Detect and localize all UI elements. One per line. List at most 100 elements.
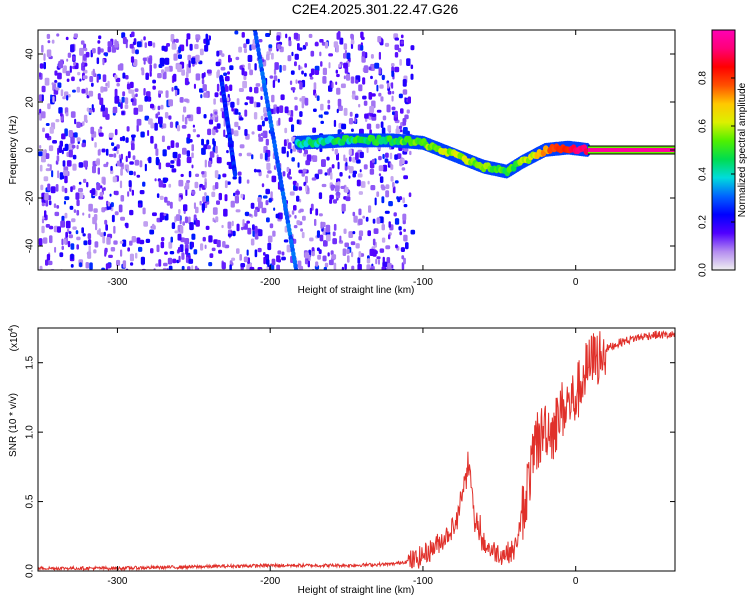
noise-cell: [193, 214, 197, 221]
noise-cell: [134, 159, 140, 166]
noise-cell: [363, 100, 368, 106]
noise-cell: [238, 112, 241, 116]
noise-cell: [366, 264, 371, 270]
noise-cell: [314, 93, 317, 98]
noise-cell: [331, 164, 335, 169]
noise-cell: [127, 247, 130, 252]
noise-cell: [302, 215, 306, 221]
noise-cell: [43, 61, 46, 70]
noise-cell: [114, 190, 119, 196]
noise-cell: [355, 152, 359, 161]
noise-cell: [271, 94, 275, 103]
noise-cell: [92, 107, 95, 113]
noise-cell: [186, 156, 192, 164]
noise-cell: [181, 265, 185, 270]
noise-cell: [103, 177, 106, 185]
noise-cell: [355, 79, 359, 84]
noise-cell: [400, 247, 405, 252]
noise-cell: [352, 90, 356, 95]
noise-cell: [122, 72, 126, 79]
noise-cell: [388, 201, 393, 207]
noise-cell: [406, 58, 411, 66]
noise-cell: [191, 233, 196, 240]
noise-cell: [354, 113, 359, 118]
noise-cell: [293, 225, 298, 229]
noise-cell: [277, 78, 280, 83]
noise-cell: [286, 166, 290, 173]
noise-cell: [114, 74, 118, 80]
noise-cell: [170, 140, 175, 148]
noise-cell: [54, 211, 60, 217]
noise-cell: [301, 96, 306, 104]
noise-cell: [276, 35, 281, 41]
noise-cell: [55, 87, 60, 91]
noise-cell: [184, 238, 190, 245]
noise-cell: [266, 174, 269, 179]
noise-cell: [402, 118, 407, 126]
noise-cell: [171, 43, 177, 50]
noise-cell: [41, 155, 46, 163]
noise-cell: [124, 104, 129, 109]
noise-cell: [138, 203, 142, 208]
noise-cell: [105, 267, 108, 270]
noise-cell: [138, 246, 143, 252]
noise-cell: [209, 253, 214, 258]
noise-cell: [164, 196, 168, 203]
noise-cell: [305, 184, 308, 192]
faint-steep-line: [219, 74, 238, 178]
noise-cell: [290, 87, 296, 91]
noise-cell: [392, 181, 395, 188]
noise-cell: [111, 214, 115, 223]
noise-cell: [139, 239, 145, 245]
noise-cell: [258, 137, 264, 142]
noise-cell: [320, 103, 324, 111]
noise-cell: [41, 225, 45, 234]
noise-cell: [328, 53, 333, 57]
noise-cell: [152, 85, 156, 90]
noise-cell: [107, 80, 110, 88]
noise-cell: [63, 200, 66, 205]
noise-cell: [181, 125, 187, 129]
noise-cell: [364, 113, 369, 119]
noise-cell: [358, 103, 361, 108]
noise-cell: [71, 144, 76, 149]
noise-cell: [366, 123, 372, 130]
noise-cell: [361, 51, 366, 57]
noise-cell: [167, 257, 173, 265]
noise-cell: [148, 156, 152, 164]
noise-cell: [358, 230, 364, 237]
noise-cell: [380, 96, 384, 102]
noise-cell: [86, 181, 89, 188]
noise-cell: [358, 208, 362, 216]
noise-cell: [64, 196, 70, 201]
noise-cell: [89, 109, 92, 114]
noise-cell: [222, 241, 226, 248]
noise-cell: [372, 218, 376, 224]
noise-cell: [376, 217, 381, 224]
noise-cell: [249, 86, 253, 93]
snr-series-line: [38, 330, 675, 571]
noise-cell: [294, 61, 297, 67]
noise-cell: [331, 147, 334, 152]
noise-cell: [308, 254, 311, 261]
noise-cell: [400, 108, 404, 114]
noise-cell: [403, 204, 408, 208]
noise-cell: [213, 126, 218, 130]
noise-cell: [220, 66, 226, 71]
noise-cell: [208, 262, 213, 267]
noise-cell: [363, 65, 369, 73]
noise-cell: [76, 86, 81, 93]
noise-cell: [385, 152, 389, 158]
noise-cell: [93, 214, 98, 221]
noise-cell: [104, 52, 108, 57]
noise-cell: [264, 254, 270, 261]
noise-cell: [378, 165, 384, 172]
noise-cell: [98, 35, 102, 40]
noise-cell: [324, 172, 328, 176]
noise-cell: [370, 93, 376, 97]
y-tick-label: 1.5: [25, 355, 36, 369]
noise-cell: [178, 246, 181, 253]
noise-cell: [114, 211, 119, 216]
noise-cell: [403, 257, 406, 265]
noise-cell: [204, 159, 207, 168]
